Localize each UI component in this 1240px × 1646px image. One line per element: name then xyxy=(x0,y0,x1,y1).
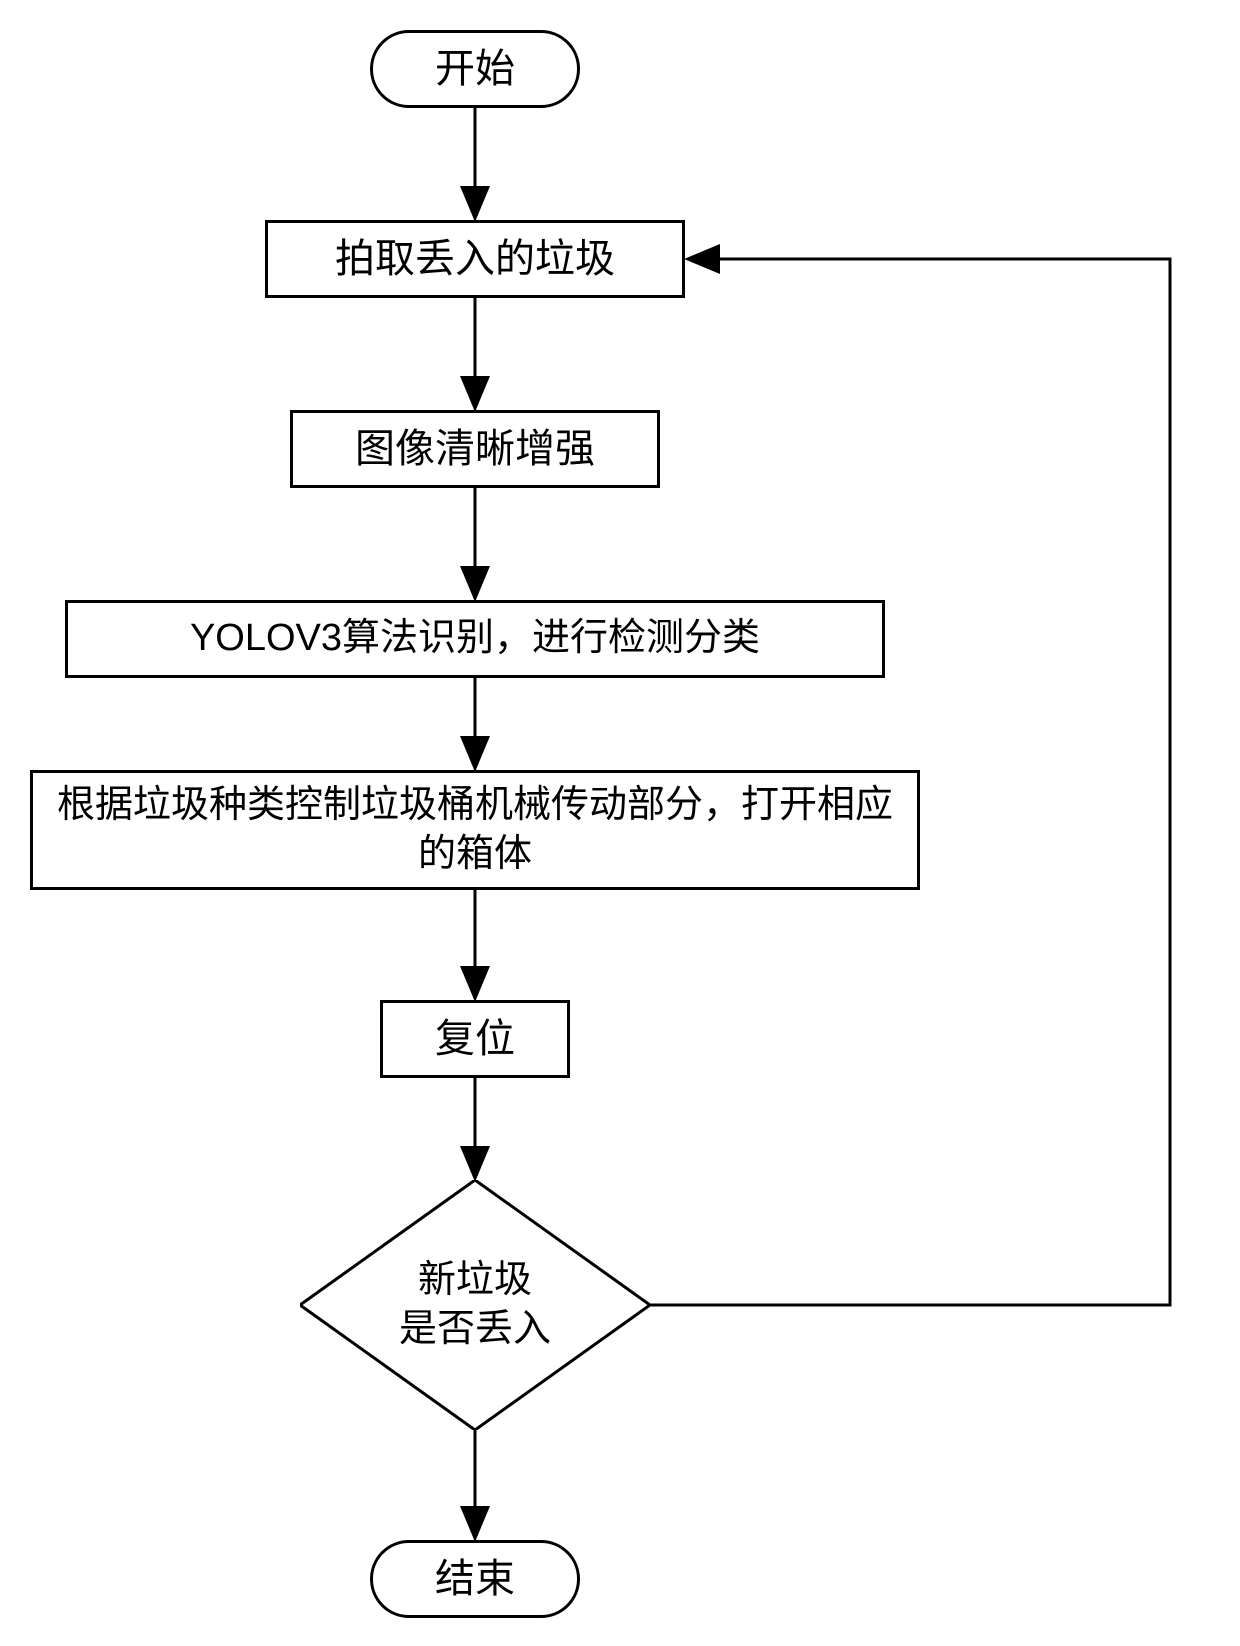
capture-node: 拍取丢入的垃圾 xyxy=(265,220,685,298)
start-node: 开始 xyxy=(370,30,580,108)
flowchart-container: 开始 拍取丢入的垃圾 图像清晰增强 YOLOV3算法识别，进行检测分类 根据垃圾… xyxy=(0,0,1240,1646)
start-label: 开始 xyxy=(435,43,515,95)
reset-node: 复位 xyxy=(380,1000,570,1078)
control-node: 根据垃圾种类控制垃圾桶机械传动部分，打开相应的箱体 xyxy=(30,770,920,890)
end-node: 结束 xyxy=(370,1540,580,1618)
decision-label: 新垃圾 是否丢入 xyxy=(399,1256,551,1355)
capture-label: 拍取丢入的垃圾 xyxy=(335,233,615,285)
reset-label: 复位 xyxy=(435,1013,515,1065)
enhance-node: 图像清晰增强 xyxy=(290,410,660,488)
enhance-label: 图像清晰增强 xyxy=(355,423,595,475)
control-label: 根据垃圾种类控制垃圾桶机械传动部分，打开相应的箱体 xyxy=(33,781,917,880)
yolo-label: YOLOV3算法识别，进行检测分类 xyxy=(190,614,760,663)
yolo-node: YOLOV3算法识别，进行检测分类 xyxy=(65,600,885,678)
end-label: 结束 xyxy=(435,1553,515,1605)
decision-node: 新垃圾 是否丢入 xyxy=(300,1180,650,1430)
